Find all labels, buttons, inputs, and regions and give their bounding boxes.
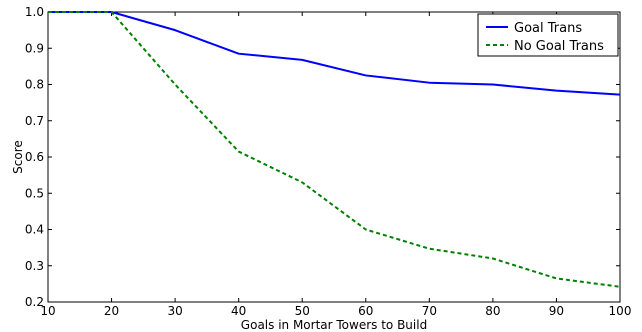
y-tick-label: 0.8 [25, 78, 44, 92]
x-tick-label: 30 [167, 304, 182, 318]
legend-label-no-goal-trans: No Goal Trans [514, 39, 604, 54]
x-tick-label: 50 [295, 304, 310, 318]
plot-area: 10 20 30 40 50 60 70 80 90 100 0.2 0.3 0.4 0.5 0.6 0.7… [25, 5, 632, 318]
legend-box [477, 13, 619, 57]
x-tick-label: 70 [422, 304, 437, 318]
y-tick-label: 0.9 [25, 41, 44, 55]
y-tick-label: 0.7 [25, 114, 44, 128]
x-tick-label: 40 [231, 304, 246, 318]
series-line-goal-trans [48, 11, 621, 96]
y-tick-label: 0.2 [25, 295, 44, 309]
y-tick-label: 0.5 [25, 186, 44, 200]
x-tick-label: 90 [549, 304, 564, 318]
x-axis-label: Goals in Mortar Towers to Build [241, 318, 427, 332]
y-tick-label: 1.0 [25, 5, 44, 19]
x-tick-label: 20 [104, 304, 119, 318]
y-axis: 0.2 0.3 0.4 0.5 0.6 0.7 0.8 0.9 1.0 [25, 5, 620, 309]
y-axis-label: Score [11, 140, 25, 174]
legend-label-goal-trans: Goal Trans [514, 21, 582, 36]
x-tick-label: 100 [609, 304, 632, 318]
series-layer [48, 11, 621, 288]
x-tick-label: 60 [358, 304, 373, 318]
legend: Goal Trans No Goal Trans [477, 13, 619, 57]
y-tick-label: 0.6 [25, 150, 44, 164]
x-tick-label: 10 [40, 304, 55, 318]
x-tick-label: 80 [485, 304, 500, 318]
y-tick-label: 0.4 [25, 223, 44, 237]
x-axis: 10 20 30 40 50 60 70 80 90 100 [40, 12, 631, 318]
y-tick-label: 0.3 [25, 259, 44, 273]
